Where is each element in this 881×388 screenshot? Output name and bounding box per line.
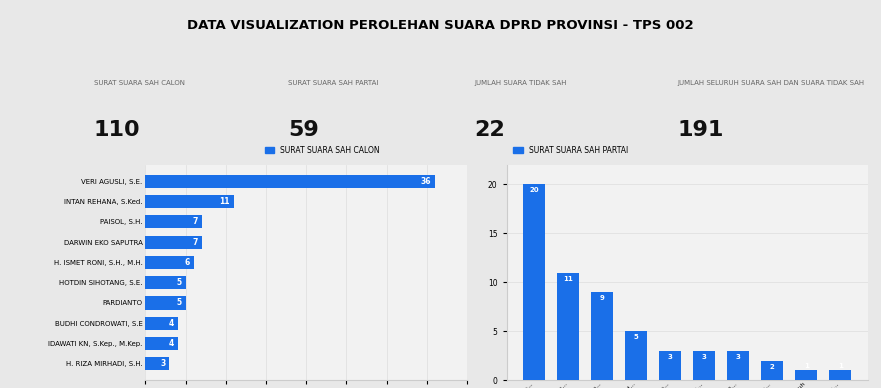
Bar (659, 351, 681, 380)
Legend: SURAT SUARA SAH PARTAI: SURAT SUARA SAH PARTAI (510, 143, 631, 158)
Text: 110: 110 (93, 120, 140, 140)
Text: 1: 1 (838, 363, 843, 369)
Text: SURAT SUARA SAH PARTAI: SURAT SUARA SAH PARTAI (288, 80, 379, 86)
Bar (145, 236, 202, 249)
Text: 22: 22 (474, 120, 505, 140)
Bar (145, 337, 177, 350)
Bar (557, 272, 579, 380)
Text: DATA VISUALIZATION PEROLEHAN SUARA DPRD PROVINSI - TPS 002: DATA VISUALIZATION PEROLEHAN SUARA DPRD … (187, 19, 694, 32)
Text: 36: 36 (420, 177, 431, 186)
Text: 3: 3 (668, 354, 672, 360)
Text: 59: 59 (288, 120, 319, 140)
Bar (145, 256, 194, 269)
Text: 5: 5 (176, 298, 181, 308)
Bar (626, 331, 648, 380)
Text: 11: 11 (219, 197, 230, 206)
Bar (693, 351, 715, 380)
Bar (145, 276, 186, 289)
Text: SURAT SUARA SAH CALON: SURAT SUARA SAH CALON (93, 80, 185, 86)
Bar (829, 371, 851, 380)
Bar (145, 175, 435, 188)
Text: 7: 7 (192, 217, 197, 226)
Bar (523, 184, 545, 380)
Bar (145, 357, 169, 371)
Text: 1: 1 (803, 363, 809, 369)
Text: 5: 5 (633, 334, 639, 340)
Text: 11: 11 (563, 275, 573, 282)
Text: 7: 7 (192, 237, 197, 247)
Bar (727, 351, 749, 380)
Text: 5: 5 (176, 278, 181, 287)
Bar (145, 317, 177, 330)
Text: 191: 191 (677, 120, 723, 140)
Text: 3: 3 (702, 354, 707, 360)
Text: 9: 9 (600, 295, 604, 301)
Text: 2: 2 (770, 364, 774, 370)
Text: 4: 4 (168, 339, 174, 348)
Text: 20: 20 (529, 187, 539, 193)
Text: 6: 6 (184, 258, 189, 267)
Bar (591, 292, 613, 380)
Bar (761, 361, 783, 380)
Bar (796, 371, 818, 380)
Text: 4: 4 (168, 319, 174, 328)
Bar (145, 195, 233, 208)
Text: 3: 3 (160, 359, 166, 368)
Legend: SURAT SUARA SAH CALON: SURAT SUARA SAH CALON (262, 143, 382, 158)
Bar (145, 296, 186, 310)
Text: 3: 3 (736, 354, 741, 360)
Text: JUMLAH SUARA TIDAK SAH: JUMLAH SUARA TIDAK SAH (474, 80, 566, 86)
Bar (145, 215, 202, 229)
Text: JUMLAH SELURUH SUARA SAH DAN SUARA TIDAK SAH: JUMLAH SELURUH SUARA SAH DAN SUARA TIDAK… (677, 80, 864, 86)
